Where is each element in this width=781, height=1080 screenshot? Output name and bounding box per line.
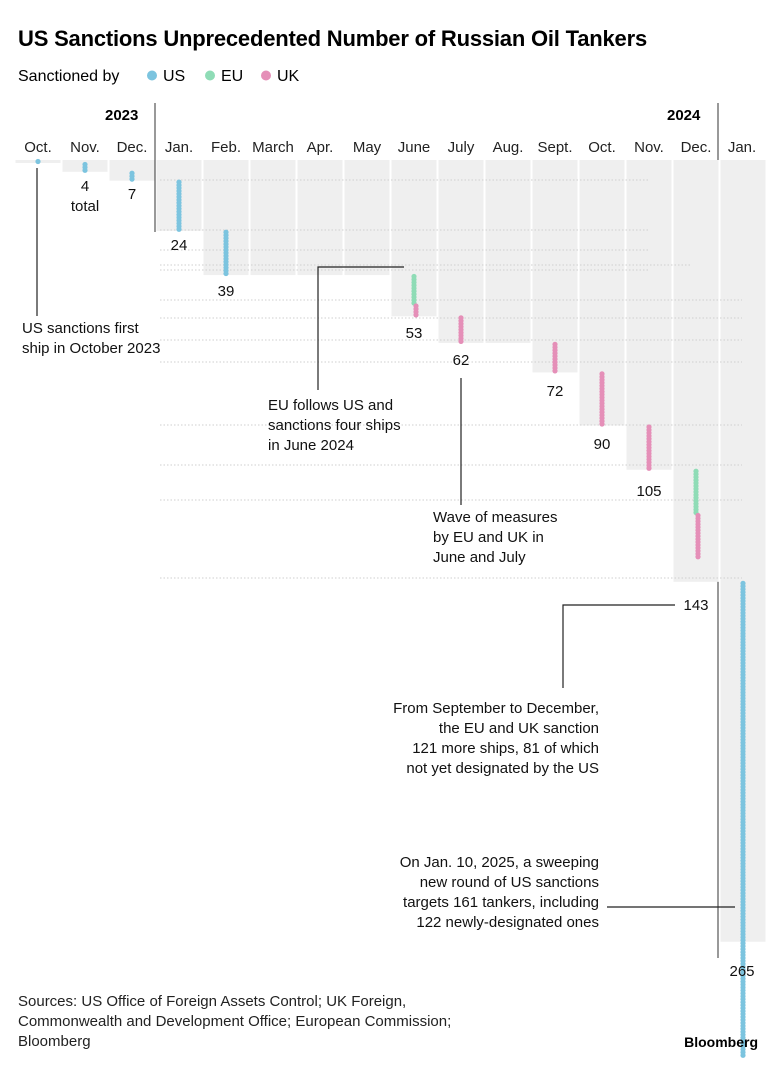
legend-item-uk: UK (277, 68, 300, 85)
source-line: Bloomberg (18, 1033, 91, 1050)
year-label-2024: 2024 (667, 107, 701, 124)
ship-dot-uk (552, 368, 558, 374)
month-label: Dec. (681, 139, 712, 156)
annotation-leader (562, 604, 675, 688)
legend-item-eu: EU (221, 68, 243, 85)
month-label: Jan. (728, 139, 756, 156)
month-label: Oct. (588, 139, 616, 156)
cumulative-bar (344, 160, 390, 276)
ship-dot-us (223, 270, 229, 277)
total-labels: 4 total 7 24 39 53 62 72 90 105 143 265 (71, 178, 755, 980)
cumulative-bar (250, 160, 296, 276)
source-line: Commonwealth and Development Office; Eur… (18, 1013, 451, 1030)
legend-swatch-uk (261, 70, 271, 81)
month-label: Dec. (117, 139, 148, 156)
month-label: March (252, 139, 294, 156)
cumulative-bar (532, 160, 578, 373)
total-label: 53 (406, 325, 423, 342)
legend-item-us: US (163, 68, 185, 85)
ship-dot-us (129, 176, 135, 182)
month-label: Apr. (307, 139, 334, 156)
ship-dot-uk (413, 312, 419, 318)
month-label: Oct. (24, 139, 52, 156)
annotation-text: 121 more ships, 81 of which (412, 740, 599, 757)
total-label: 265 (729, 963, 754, 980)
total-label: 7 (128, 186, 136, 203)
month-label: June (398, 139, 431, 156)
legend-label: Sanctioned by (18, 68, 119, 85)
annotation-text: 122 newly-designated ones (416, 914, 599, 931)
ship-dot-uk (599, 421, 605, 427)
month-label: Sept. (537, 139, 572, 156)
cumulative-bar (297, 160, 343, 276)
annotation-text: in June 2024 (268, 437, 354, 454)
annotation-text: US sanctions first (22, 320, 140, 337)
cumulative-bar (109, 160, 155, 181)
annotation-eu-follows: EU follows US and sanctions four ships i… (268, 266, 404, 454)
annotation-us-first: US sanctions first ship in October 2023 (22, 168, 160, 357)
ship-dot-uk (646, 465, 652, 471)
total-label: 105 (636, 483, 661, 500)
source-note: Sources: US Office of Foreign Assets Con… (18, 993, 451, 1050)
month-label: May (353, 139, 382, 156)
total-label: 72 (547, 383, 564, 400)
annotation-text: sanctions four ships (268, 417, 401, 434)
cumulative-bar (438, 160, 484, 343)
annotation-wave: Wave of measures by EU and UK in June an… (433, 378, 558, 566)
legend-swatch-us (147, 70, 157, 81)
ship-dot-us (740, 1052, 746, 1058)
annotation-text: From September to December, (393, 700, 599, 717)
total-label: 24 (171, 237, 188, 254)
month-labels: Oct. Nov. Dec. Jan. Feb. March Apr. May … (24, 139, 756, 156)
legend: Sanctioned by US EU UK (18, 68, 300, 85)
month-label: Nov. (70, 139, 100, 156)
total-label: 90 (594, 436, 611, 453)
chart-title: US Sanctions Unprecedented Number of Rus… (18, 26, 647, 51)
total-label: 62 (453, 352, 470, 369)
annotation-text: the EU and UK sanction (439, 720, 599, 737)
ship-dot-us (176, 226, 182, 232)
annotation-text: On Jan. 10, 2025, a sweeping (400, 854, 599, 871)
month-label: Nov. (634, 139, 664, 156)
ship-dot-us (82, 167, 88, 173)
month-label: Aug. (493, 139, 524, 156)
total-label: 39 (218, 283, 235, 300)
annotation-text: new round of US sanctions (420, 874, 599, 891)
month-label: Jan. (165, 139, 193, 156)
total-label: 4 (81, 178, 89, 195)
annotation-text: EU follows US and (268, 397, 393, 414)
annotation-text: targets 161 tankers, including (403, 894, 599, 911)
cumulative-bar (626, 160, 672, 470)
annotation-leader (317, 266, 404, 390)
annotation-text: Wave of measures (433, 509, 558, 526)
annotation-text: ship in October 2023 (22, 340, 160, 357)
annotation-text: June and July (433, 549, 526, 566)
legend-swatch-eu (205, 70, 215, 81)
month-label: Feb. (211, 139, 241, 156)
ship-dot-uk (458, 338, 464, 345)
sanctioned-ship-dots (35, 158, 746, 1058)
total-label: 143 (683, 597, 708, 614)
year-label-2023: 2023 (105, 107, 138, 124)
annotation-text: not yet designated by the US (406, 760, 599, 777)
ship-dot-uk (695, 554, 701, 560)
brand-logo: Bloomberg (684, 1034, 758, 1050)
ship-dot-us (35, 158, 41, 165)
total-label-suffix: total (71, 198, 99, 215)
source-line: Sources: US Office of Foreign Assets Con… (18, 993, 406, 1010)
cumulative-bar (485, 160, 531, 343)
annotation-sept-dec: From September to December, the EU and U… (393, 604, 675, 777)
month-label: July (448, 139, 475, 156)
annotation-jan-2025: On Jan. 10, 2025, a sweeping new round o… (400, 854, 735, 931)
annotation-text: by EU and UK in (433, 529, 544, 546)
